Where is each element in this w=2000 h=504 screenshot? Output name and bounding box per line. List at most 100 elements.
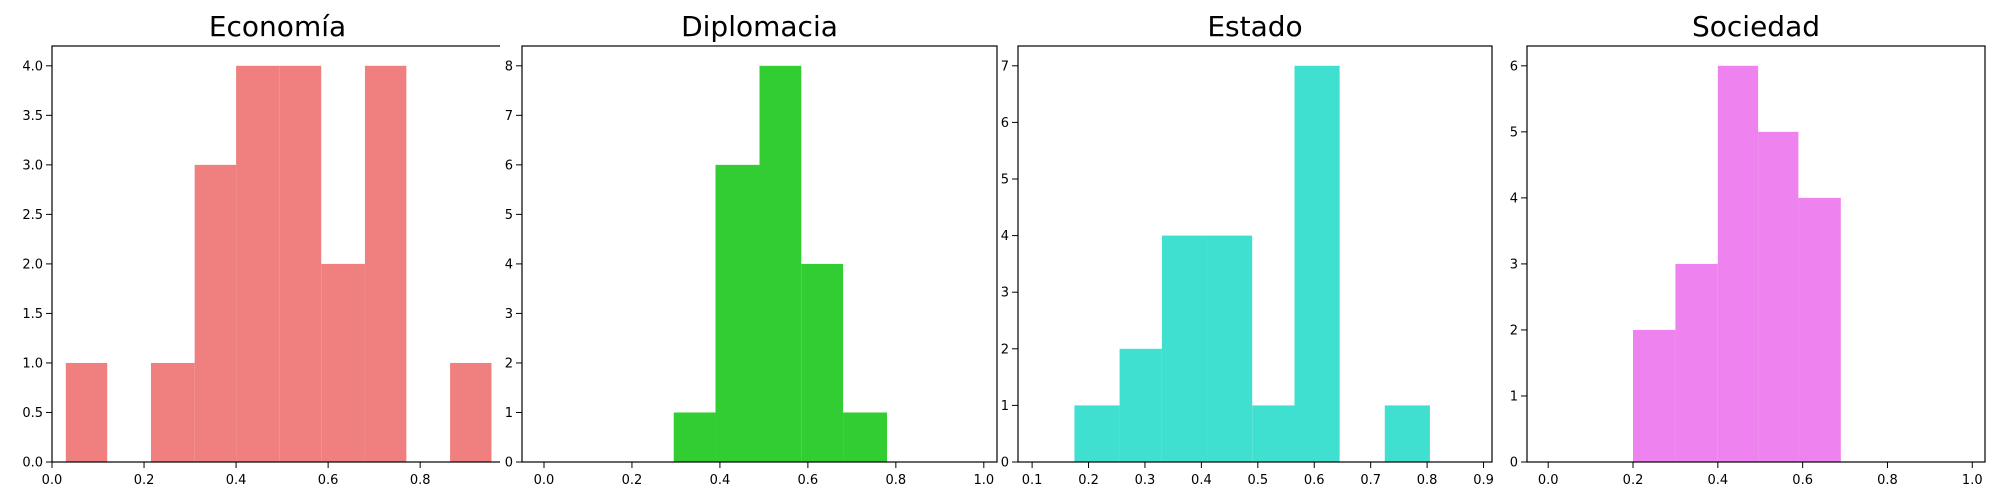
economia-y-tick-label-4: 2.0 xyxy=(22,257,43,272)
estado-y-tick-label-2: 2 xyxy=(1001,342,1009,357)
sociedad-x-tick-label-4: 0.8 xyxy=(1877,473,1898,488)
sociedad-chart-title: Sociedad xyxy=(1692,10,1820,43)
sociedad-y-tick-label-3: 3 xyxy=(1510,257,1518,272)
estado-y-tick-label-6: 6 xyxy=(1001,116,1009,131)
economia-x-tick-label-1: 0.2 xyxy=(134,473,155,488)
estado-chart-title: Estado xyxy=(1207,10,1302,43)
economia-bar-3 xyxy=(194,164,237,462)
histogram-sociedad: 0.0 0.2 0.4 0.6 0.8 1.0 0 1 2 3 4 5 6 Sociedad xyxy=(1510,10,1986,488)
sociedad-x-tick-label-1: 0.2 xyxy=(1623,473,1644,488)
estado-bar-1 xyxy=(1119,348,1162,462)
estado-y-tick-label-4: 4 xyxy=(1001,229,1009,244)
sociedad-axes-frame xyxy=(1526,45,1986,463)
histogram-economia: 0.0 0.2 0.4 0.6 0.8 0.0 0.5 1.0 1.5 2.0 2.5 3.0 3.5 4… xyxy=(22,10,504,488)
subplot-estado: 0.1 0.2 0.3 0.4 0.5 0.6 0.7 0.8 0.9 0 1 2 3 4 5 6 7 Estad… xyxy=(1000,0,1500,500)
estado-x-tick-label-7: 0.8 xyxy=(1417,473,1438,488)
diplomacia-x-tick-label-2: 0.4 xyxy=(710,473,731,488)
diplomacia-bar-1 xyxy=(715,164,760,462)
economia-bar-0 xyxy=(65,362,108,462)
economia-y-tick-label-3: 1.5 xyxy=(22,307,43,322)
economia-y-tick-label-0: 0.0 xyxy=(22,456,43,471)
economia-bar-5 xyxy=(279,65,322,463)
diplomacia-bar-0 xyxy=(673,412,716,462)
histogram-estado: 0.1 0.2 0.3 0.4 0.5 0.6 0.7 0.8 0.9 0 1 2 3 4 5 6 7 Estad… xyxy=(1001,10,1494,488)
estado-x-tick-label-0: 0.1 xyxy=(1022,473,1043,488)
diplomacia-y-tick-label-1: 1 xyxy=(505,406,513,421)
subplot-economia: 0.0 0.2 0.4 0.6 0.8 0.0 0.5 1.0 1.5 2.0 2.5 3.0 3.5 4… xyxy=(0,0,504,500)
estado-x-tick-label-1: 0.2 xyxy=(1078,473,1099,488)
estado-bar-5 xyxy=(1294,65,1340,463)
economia-x-tick-label-2: 0.4 xyxy=(226,473,247,488)
diplomacia-x-tick-label-1: 0.2 xyxy=(622,473,643,488)
economia-bar-4 xyxy=(236,65,280,463)
subplot-sociedad: 0.0 0.2 0.4 0.6 0.8 1.0 0 1 2 3 4 5 6 Sociedad xyxy=(1500,0,2000,500)
sociedad-y-tick-label-4: 4 xyxy=(1510,191,1518,206)
economia-bar-7 xyxy=(364,65,407,463)
diplomacia-axes-frame xyxy=(521,45,998,463)
estado-x-tick-label-2: 0.3 xyxy=(1135,473,1156,488)
economia-x-tick-label-0: 0.0 xyxy=(42,473,63,488)
economia-y-tick-label-7: 3.5 xyxy=(22,109,43,124)
diplomacia-bar-3 xyxy=(801,263,844,462)
sociedad-bar-2 xyxy=(1717,65,1759,463)
economia-bar-2 xyxy=(150,362,195,462)
sociedad-y-tick-label-5: 5 xyxy=(1510,125,1518,140)
estado-y-tick-label-0: 0 xyxy=(1001,456,1009,471)
diplomacia-y-tick-label-3: 3 xyxy=(505,307,513,322)
diplomacia-x-tick-label-4: 0.8 xyxy=(885,473,906,488)
diplomacia-bar-2 xyxy=(759,65,802,463)
diplomacia-y-tick-label-0: 0 xyxy=(505,456,513,471)
estado-y-tick-label-1: 1 xyxy=(1001,399,1009,414)
diplomacia-y-tick-label-7: 7 xyxy=(505,109,513,124)
economia-bar-6 xyxy=(321,263,365,462)
histogram-diplomacia: 0.0 0.2 0.4 0.6 0.8 1.0 0 1 2 3 4 5 6 7 8 Diplomacia xyxy=(505,10,998,488)
diplomacia-chart-title: Diplomacia xyxy=(681,10,838,43)
diplomacia-y-tick-label-8: 8 xyxy=(505,59,513,74)
estado-x-tick-label-6: 0.7 xyxy=(1360,473,1381,488)
sociedad-x-tick-label-0: 0.0 xyxy=(1538,473,1559,488)
diplomacia-y-tick-label-4: 4 xyxy=(505,257,513,272)
diplomacia-y-tick-label-2: 2 xyxy=(505,356,513,371)
economia-x-tick-label-3: 0.6 xyxy=(318,473,339,488)
economia-y-tick-label-8: 4.0 xyxy=(22,59,43,74)
estado-x-tick-label-5: 0.6 xyxy=(1304,473,1325,488)
sociedad-y-tick-label-0: 0 xyxy=(1510,456,1518,471)
economia-y-tick-label-6: 3.0 xyxy=(22,158,43,173)
estado-bar-3 xyxy=(1207,235,1253,462)
economia-y-tick-label-5: 2.5 xyxy=(22,208,43,223)
sociedad-bar-4 xyxy=(1798,197,1841,462)
diplomacia-x-tick-label-5: 1.0 xyxy=(973,473,994,488)
estado-y-tick-label-7: 7 xyxy=(1001,59,1009,74)
sociedad-x-tick-label-3: 0.6 xyxy=(1792,473,1813,488)
economia-y-tick-label-2: 1.0 xyxy=(22,356,43,371)
diplomacia-y-tick-label-5: 5 xyxy=(505,208,513,223)
estado-x-tick-label-8: 0.9 xyxy=(1473,473,1494,488)
sociedad-y-tick-label-6: 6 xyxy=(1510,59,1518,74)
estado-bar-4 xyxy=(1252,405,1295,462)
sociedad-bar-0 xyxy=(1633,329,1676,462)
subplot-diplomacia: 0.0 0.2 0.4 0.6 0.8 1.0 0 1 2 3 4 5 6 7 8 Diplomacia xyxy=(500,0,1000,500)
diplomacia-x-tick-label-0: 0.0 xyxy=(534,473,555,488)
estado-y-tick-label-3: 3 xyxy=(1001,286,1009,301)
economia-chart-title: Economía xyxy=(209,10,346,43)
diplomacia-bar-4 xyxy=(843,412,888,462)
economia-x-tick-label-4: 0.8 xyxy=(410,473,431,488)
estado-y-tick-label-5: 5 xyxy=(1001,173,1009,188)
diplomacia-y-tick-label-6: 6 xyxy=(505,158,513,173)
sociedad-x-tick-label-5: 1.0 xyxy=(1962,473,1983,488)
economia-bar-9 xyxy=(450,362,492,462)
estado-axes-frame xyxy=(1017,45,1493,463)
sociedad-bar-1 xyxy=(1675,263,1718,462)
estado-bar-2 xyxy=(1161,235,1208,462)
sociedad-bar-3 xyxy=(1758,131,1799,463)
diplomacia-x-tick-label-3: 0.6 xyxy=(798,473,819,488)
sociedad-y-tick-label-2: 2 xyxy=(1510,323,1518,338)
estado-x-tick-label-4: 0.5 xyxy=(1247,473,1268,488)
sociedad-x-tick-label-2: 0.4 xyxy=(1707,473,1728,488)
estado-bar-0 xyxy=(1074,405,1120,462)
estado-bar-7 xyxy=(1384,405,1430,462)
sociedad-y-tick-label-1: 1 xyxy=(1510,389,1518,404)
estado-x-tick-label-3: 0.4 xyxy=(1191,473,1212,488)
economia-y-tick-label-1: 0.5 xyxy=(22,406,43,421)
